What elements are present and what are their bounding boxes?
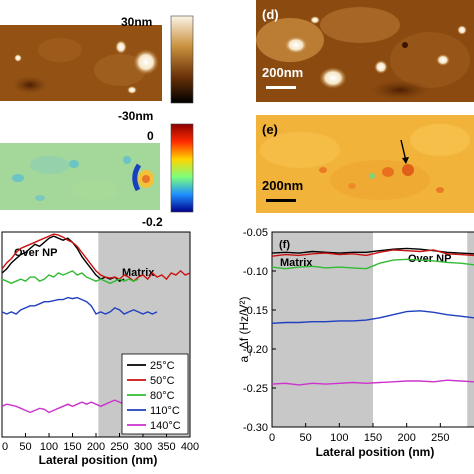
matrix-region xyxy=(272,232,373,427)
legend-label: 80°C xyxy=(150,390,175,402)
x-tick-label: 350 xyxy=(157,441,175,453)
series-line-50c xyxy=(1,233,191,283)
x-tick-label: 100 xyxy=(40,441,58,453)
panel-e-image xyxy=(256,115,474,213)
series-line-140c xyxy=(1,397,139,414)
series-line-80c xyxy=(1,270,139,285)
y-tick-label: -0.25 xyxy=(243,383,268,395)
left-profile-chart: 0 50 100 150 200 250 300 350 400 Lateral position… xyxy=(1,231,199,467)
topography-image-left xyxy=(0,25,162,101)
annotation-over-np: Over NP xyxy=(14,247,57,259)
panel-label-e: (e) xyxy=(262,122,278,137)
arrow-line xyxy=(400,139,407,162)
x-tick-label: 300 xyxy=(134,441,152,453)
annotation-matrix: Matrix xyxy=(122,267,155,279)
x-tick-label: 0 xyxy=(2,441,8,453)
scale-bar-label-e: 200nm xyxy=(262,178,303,193)
nanoparticle-blob xyxy=(133,49,159,75)
series-line-50c xyxy=(271,249,474,257)
scale-bar-e xyxy=(266,199,296,202)
series-line-110c xyxy=(271,310,474,324)
series-line-25c xyxy=(1,235,125,283)
topography-colorbar: 30nm -30nm xyxy=(118,15,194,123)
nanoparticle-ring xyxy=(132,163,142,192)
x-tick-label: 100 xyxy=(330,432,348,444)
legend-label: 50°C xyxy=(150,375,175,387)
y-tick-label: -0.20 xyxy=(243,344,268,356)
x-tick-label: 50 xyxy=(300,432,312,444)
annotation-over-np: Over NP xyxy=(408,253,451,265)
x-tick-label: 150 xyxy=(63,441,81,453)
panel-label-d: (d) xyxy=(262,7,279,22)
series-line-80c xyxy=(271,258,474,270)
y-tick-label: -0.05 xyxy=(243,227,268,239)
y-tick-label: -0.10 xyxy=(243,266,268,278)
x-tick-label: 400 xyxy=(181,441,199,453)
matrix-region-right xyxy=(467,232,474,427)
y-axis-label: a_Δf (Hz/V²) xyxy=(237,296,251,362)
legend-label: 25°C xyxy=(150,360,175,372)
panel-d-image xyxy=(256,0,474,102)
x-axis-label: Lateral position (nm) xyxy=(316,445,435,459)
scale-bar-d xyxy=(266,86,296,89)
topo-colorbar-max: 30nm xyxy=(121,15,152,29)
x-tick-label: 150 xyxy=(364,432,382,444)
phase-colorbar-min: -0.2 xyxy=(142,215,163,229)
panel-label-f: (f) xyxy=(279,239,290,251)
series-line-140c xyxy=(271,379,474,386)
phase-colorbar: 0 -0.2 xyxy=(142,123,194,229)
x-tick-label: 50 xyxy=(19,441,31,453)
y-tick-label: -0.30 xyxy=(243,422,268,434)
x-tick-label: 0 xyxy=(269,432,275,444)
legend-label: 140°C xyxy=(150,420,181,432)
x-tick-label: 200 xyxy=(397,432,415,444)
scale-bar-label-d: 200nm xyxy=(262,65,303,80)
x-tick-label: 250 xyxy=(110,441,128,453)
right-profile-chart: -0.05 -0.10 -0.15 -0.20 -0.25 -0.300 50 100 150 2… xyxy=(237,227,474,459)
arrow-head xyxy=(402,157,409,164)
y-tick-label: -0.15 xyxy=(243,305,268,317)
annotation-matrix: Matrix xyxy=(280,257,313,269)
plot-frame xyxy=(271,231,474,428)
topo-colorbar-min: -30nm xyxy=(118,109,153,123)
x-axis-label: Lateral position (nm) xyxy=(39,453,158,467)
x-tick-label: 200 xyxy=(87,441,105,453)
legend-box xyxy=(121,353,189,435)
legend-label: 110°C xyxy=(150,405,180,417)
phase-colorbar-max: 0 xyxy=(147,129,154,143)
phase-image-left xyxy=(0,143,160,210)
series-line-110c xyxy=(1,296,158,315)
x-tick-label: 250 xyxy=(431,432,449,444)
